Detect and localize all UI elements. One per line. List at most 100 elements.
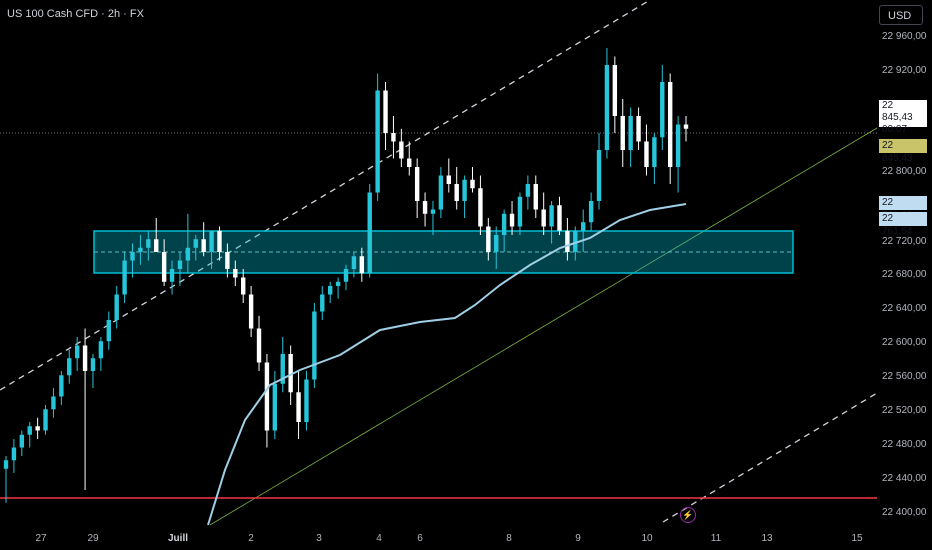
candle-body [312,311,317,380]
candle-body [422,201,428,214]
price-tick: 22 800,00 [882,166,927,177]
candle-body [177,260,183,269]
candle-body [391,133,396,142]
trendline [209,127,877,526]
candle-body [154,239,159,252]
candle-body [612,65,618,116]
candle-body [596,150,602,201]
candle-body [509,213,515,227]
price-tick: 22 720,00 [882,236,927,247]
candle-body [27,426,32,435]
moving-average-label-1: 22 761,68 [879,196,927,221]
candle-body [470,179,475,189]
candle-body [82,345,88,371]
price-tick: 22 680,00 [882,269,927,280]
candle-body [59,375,64,397]
candle-body [667,82,673,167]
candle-body [98,341,104,359]
candle-body [399,141,404,159]
candle-body [486,226,491,252]
price-chart-canvas[interactable] [0,0,877,550]
candle-body [201,239,206,252]
candle-body [130,252,135,261]
candle-body [248,294,254,329]
candle-body [241,277,246,295]
candle-body [335,281,341,286]
price-tick: 22 480,00 [882,439,927,450]
candle-body [407,158,412,167]
support-zone [93,230,794,274]
candle-body [430,209,436,214]
candle-body [225,252,230,269]
candle-body [604,65,610,150]
time-tick: 4 [376,533,382,544]
candle-body [494,235,499,252]
candle-body [90,358,96,371]
candle-body [193,239,198,248]
candle-body [256,328,262,363]
candle-body [446,175,451,184]
candle-body [296,392,301,422]
time-tick: 15 [851,533,863,544]
candle-body [533,184,538,210]
candle-body [541,209,546,227]
candle-body [3,460,9,469]
current-price-label: 22 845,43 00:07 [879,100,927,135]
time-tick: 8 [506,533,512,544]
time-tick: 11 [710,533,722,544]
price-tick: 22 640,00 [882,303,927,314]
current-price-value: 22 845,43 [882,100,913,123]
candle-body [161,252,167,282]
candle-body [414,167,420,201]
price-tick: 22 400,00 [882,507,927,518]
candle-body [549,205,554,227]
candle-body [438,175,444,210]
candle-body [573,230,578,252]
price-tick: 22 600,00 [882,337,927,348]
candle-body [620,116,625,150]
candle-body [209,230,214,252]
candle-body [525,184,531,197]
price-tick: 22 960,00 [882,31,927,42]
lightning-icon[interactable]: ⚡ [680,507,696,523]
time-tick: 10 [641,533,653,544]
time-tick: 2 [248,533,254,544]
candle-body [343,269,349,282]
candle-body [565,230,570,252]
candle-body [628,116,633,150]
candle-body [272,383,278,431]
candle-body [217,230,222,252]
time-tick: Juill [167,533,189,544]
moving-average-line [207,203,687,526]
channel-upper-line [0,0,651,391]
time-tick: 29 [87,533,99,544]
candle-body [588,201,594,223]
candle-body [264,362,270,431]
candle-body [35,426,40,431]
candle-body [288,354,293,393]
candle-body [652,137,657,167]
current-price-line-label: 22 845,43 [879,139,927,164]
candle-body [51,396,56,410]
candle-body [106,320,111,342]
candle-body [478,188,483,227]
candle-body [11,447,17,461]
candle-body [367,192,372,274]
moving-average-label-2: 22 761,54 [879,212,927,237]
candle-body [19,434,25,448]
candle-body [122,260,127,295]
candle-body [43,409,48,431]
time-tick: 6 [417,533,423,544]
candle-body [501,213,507,235]
time-tick: 9 [575,533,581,544]
currency-button[interactable]: USD [879,5,923,25]
candle-body [660,82,665,138]
candle-body [636,116,641,142]
candle-body [383,90,388,133]
candle-body [351,256,357,269]
candle-body [462,179,467,201]
candle-body [644,141,649,167]
candle-body [233,269,238,278]
candle-body [138,247,143,252]
candle-body [454,184,459,201]
